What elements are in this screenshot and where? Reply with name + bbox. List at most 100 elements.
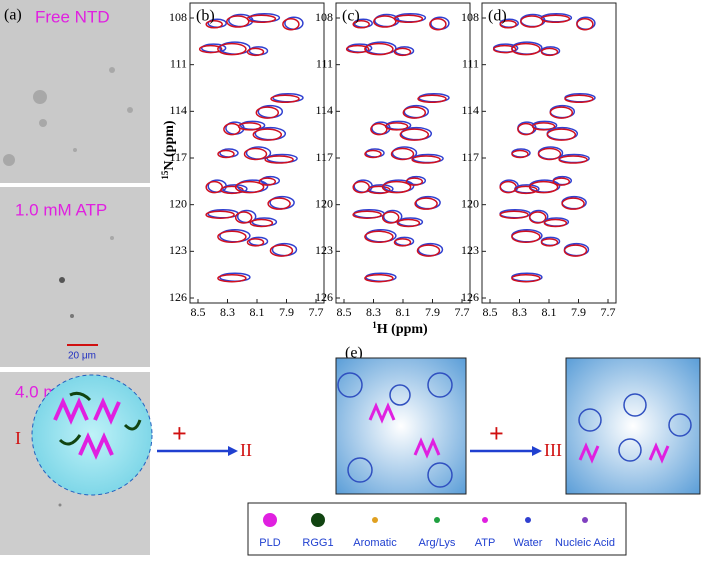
peak — [564, 94, 594, 104]
peak — [429, 18, 447, 31]
x-tick-label: 8.3 — [512, 305, 527, 319]
legend-label: Arg/Lys — [419, 537, 456, 549]
peak — [393, 238, 412, 247]
x-tick-label: 8.3 — [366, 305, 381, 319]
x-tick-label: 8.5 — [191, 305, 206, 319]
peak — [546, 128, 577, 141]
x-axis-label: 1H (ppm) — [372, 320, 428, 337]
peak — [561, 197, 585, 210]
caption: Free NTD — [35, 7, 110, 26]
peak — [517, 122, 535, 136]
micrograph — [0, 187, 150, 367]
panel-label: (c) — [342, 8, 360, 25]
peak — [411, 155, 441, 164]
peak — [399, 128, 430, 141]
legend-icon — [525, 517, 531, 523]
legend-icon — [263, 513, 277, 527]
peak — [345, 44, 370, 54]
y-tick-label: 123 — [461, 243, 479, 257]
peak — [364, 230, 394, 244]
legend-box — [247, 502, 627, 556]
peak — [381, 180, 412, 194]
x-tick-label: 8.3 — [220, 305, 235, 319]
panel-label: (d) — [488, 8, 507, 25]
y-tick-label: 126 — [315, 290, 333, 304]
peak — [416, 244, 441, 257]
peak — [364, 273, 394, 283]
peak — [393, 14, 424, 24]
peak — [540, 47, 559, 57]
scale-label: 20 μm — [68, 351, 96, 362]
peak — [246, 14, 277, 24]
y-tick-label: 126 — [169, 290, 187, 304]
peak — [217, 273, 247, 283]
x-tick-label: 8.5 — [337, 305, 352, 319]
peak — [243, 147, 268, 161]
y-tick-label: 114 — [315, 103, 333, 117]
y-tick-label: 120 — [315, 196, 333, 210]
peak — [352, 20, 370, 29]
peak — [205, 180, 223, 194]
peak — [249, 218, 274, 228]
peak — [531, 122, 556, 131]
peak — [217, 230, 247, 244]
x-tick-label: 7.9 — [425, 305, 440, 319]
y-tick-label: 117 — [169, 150, 187, 164]
peak — [234, 180, 265, 194]
y-tick-label: 114 — [169, 103, 187, 117]
legend-icon — [434, 517, 440, 523]
y-tick-label: 111 — [170, 56, 187, 70]
peak — [367, 185, 391, 195]
peak — [511, 149, 529, 159]
peak — [364, 149, 382, 159]
y-tick-label: 123 — [315, 243, 333, 257]
peak — [364, 42, 394, 56]
peak — [269, 244, 294, 257]
peak — [511, 42, 541, 56]
y-tick-label: 108 — [169, 10, 187, 24]
peak — [499, 20, 517, 29]
peak — [528, 211, 547, 224]
y-tick-label: 108 — [315, 10, 333, 24]
y-tick-label: 117 — [461, 150, 479, 164]
peak — [223, 122, 241, 136]
peak — [405, 177, 424, 186]
peak — [246, 238, 265, 247]
condensate — [31, 374, 153, 496]
pld — [368, 402, 670, 464]
peak — [234, 211, 253, 224]
stage: II — [240, 440, 252, 460]
y-tick-label: 126 — [461, 290, 479, 304]
peak — [540, 238, 559, 247]
legend-icon — [582, 517, 588, 523]
x-tick-label: 7.9 — [571, 305, 586, 319]
x-tick-label: 7.7 — [309, 305, 324, 319]
arrow-head — [532, 446, 542, 456]
arrow-head — [228, 446, 238, 456]
legend-label: PLD — [259, 537, 280, 549]
y-tick-label: 120 — [169, 196, 187, 210]
legend-label: Aromatic — [353, 537, 397, 549]
peak — [520, 15, 544, 28]
x-tick-label: 8.5 — [483, 305, 498, 319]
panel-label: (a) — [4, 7, 22, 24]
peak — [267, 197, 291, 210]
y-tick-label: 120 — [461, 196, 479, 210]
peak — [511, 273, 541, 283]
peak — [511, 230, 541, 244]
legend-icon — [482, 517, 488, 523]
peak — [576, 18, 594, 31]
peak — [402, 106, 427, 119]
plus: + — [172, 419, 187, 448]
micrograph — [0, 0, 150, 183]
peak — [258, 177, 277, 186]
peak — [255, 106, 280, 119]
peak — [558, 155, 588, 164]
x-tick-label: 8.1 — [250, 305, 265, 319]
stage: III — [544, 440, 562, 460]
y-tick-label: 111 — [462, 56, 479, 70]
peak — [226, 15, 250, 28]
panel-label: (b) — [196, 8, 215, 25]
peak — [414, 197, 438, 210]
